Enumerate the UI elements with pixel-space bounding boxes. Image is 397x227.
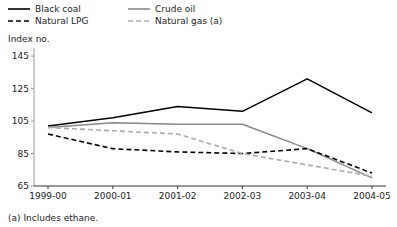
x-tick-label: 2002-03 bbox=[224, 191, 262, 201]
series-line bbox=[48, 134, 372, 173]
y-tick-label: 105 bbox=[12, 116, 29, 126]
x-tick-label: 1999-00 bbox=[29, 191, 67, 201]
x-tick bbox=[112, 186, 113, 189]
x-tick-label: 2001-02 bbox=[159, 191, 197, 201]
y-axis-line bbox=[34, 48, 35, 186]
x-tick bbox=[307, 186, 308, 189]
x-tick bbox=[177, 186, 178, 189]
y-tick-label: 145 bbox=[12, 51, 29, 61]
series-lines bbox=[48, 79, 372, 178]
x-tick-label: 2003-04 bbox=[288, 191, 326, 201]
legend-swatch bbox=[8, 8, 30, 10]
legend-swatch bbox=[128, 8, 150, 10]
series-line bbox=[48, 79, 372, 126]
y-tick bbox=[31, 186, 34, 187]
y-tick-label: 65 bbox=[18, 181, 29, 191]
legend-swatch bbox=[8, 20, 30, 22]
footnote: (a) Includes ethane. bbox=[8, 213, 98, 223]
legend-label: Natural LPG bbox=[35, 16, 88, 26]
x-axis-line bbox=[34, 186, 386, 187]
legend-label: Black coal bbox=[35, 4, 81, 14]
y-tick-label: 125 bbox=[12, 84, 29, 94]
y-tick bbox=[31, 56, 34, 57]
x-tick-label: 2004-05 bbox=[353, 191, 391, 201]
x-tick bbox=[242, 186, 243, 189]
x-tick bbox=[372, 186, 373, 189]
y-tick bbox=[31, 88, 34, 89]
legend-label: Crude oil bbox=[155, 4, 195, 14]
x-tick-label: 2000-01 bbox=[94, 191, 132, 201]
y-tick bbox=[31, 121, 34, 122]
y-tick bbox=[31, 153, 34, 154]
y-tick-label: 85 bbox=[18, 149, 29, 159]
y-axis-label: Index no. bbox=[8, 34, 50, 44]
legend-label: Natural gas (a) bbox=[155, 16, 222, 26]
series-line bbox=[48, 128, 372, 177]
chart: Black coal Crude oil Natural LPG Natural ga… bbox=[0, 0, 397, 227]
x-tick bbox=[48, 186, 49, 189]
legend-swatch bbox=[128, 20, 150, 22]
legend: Black coal Crude oil Natural LPG Natural ga… bbox=[8, 4, 222, 26]
series-line bbox=[48, 123, 372, 178]
